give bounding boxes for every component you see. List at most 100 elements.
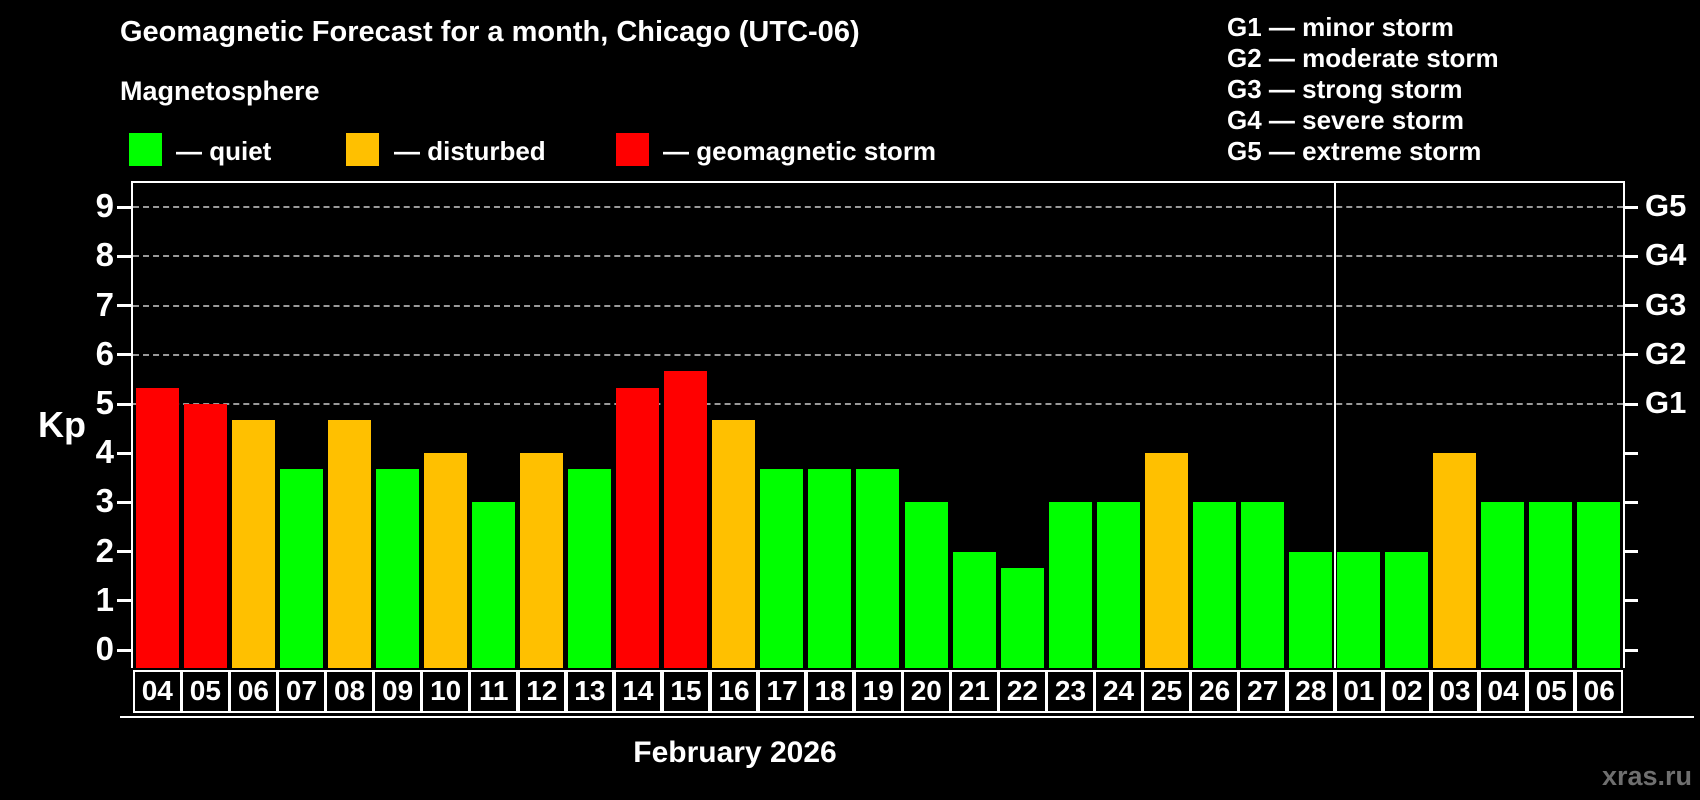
kp-bar <box>1240 502 1284 668</box>
kp-bar <box>279 469 323 668</box>
kp-bar <box>1577 502 1621 668</box>
y-axis-tick <box>117 304 132 308</box>
right-axis-g-label: G1 <box>1645 385 1687 420</box>
kp-bar <box>135 387 179 668</box>
g-scale-item: G1 — minor storm <box>1227 12 1454 42</box>
right-axis-tick <box>1623 402 1638 406</box>
day-label-box: 07 <box>277 670 326 713</box>
kp-bar <box>327 420 371 668</box>
kp-bar <box>952 551 996 668</box>
kp-bar <box>1289 551 1333 668</box>
day-label-box: 10 <box>421 670 470 713</box>
legend-swatch-quiet <box>129 133 162 166</box>
y-axis-tick <box>117 451 132 455</box>
kp-bar <box>712 420 756 668</box>
kp-bar <box>183 404 227 668</box>
right-axis-g-label: G2 <box>1645 335 1687 371</box>
y-axis-tick-label: 3 <box>95 482 114 520</box>
y-axis-tick-label: 7 <box>95 285 114 323</box>
y-axis-tick-label: 2 <box>95 531 114 569</box>
y-axis-tick <box>117 353 132 357</box>
day-label-box: 06 <box>1574 670 1624 713</box>
day-label-box: 12 <box>517 670 567 713</box>
day-label-box: 28 <box>1286 670 1336 713</box>
g-scale-item: G4 — severe storm <box>1227 105 1465 135</box>
legend-swatch-storm <box>616 133 649 166</box>
kp-bar <box>1529 502 1573 668</box>
bottom-axis-line <box>120 716 1694 718</box>
y-axis-title: Kp <box>38 404 86 445</box>
day-label-box: 01 <box>1334 670 1384 713</box>
g-scale-item: G3 — strong storm <box>1227 74 1463 104</box>
magnetosphere-subtitle: Magnetosphere <box>120 76 320 106</box>
y-axis-tick-label: 4 <box>95 433 114 471</box>
right-axis-tick <box>1623 648 1638 652</box>
day-label-box: 23 <box>1046 670 1095 713</box>
kp-bar <box>1048 502 1092 668</box>
gridline-kp7 <box>133 304 1623 307</box>
kp-bar <box>1144 453 1188 668</box>
legend-label-quiet: — quiet <box>176 136 272 166</box>
kp-bar <box>1385 551 1429 668</box>
right-axis-tick <box>1623 205 1638 209</box>
right-axis-tick <box>1623 254 1638 258</box>
right-axis-tick <box>1623 353 1638 357</box>
right-axis-tick <box>1623 599 1638 603</box>
day-label-box: 21 <box>950 670 999 713</box>
y-axis-tick <box>117 254 132 258</box>
day-label-box: 22 <box>998 670 1047 713</box>
g-scale-item: G2 — moderate storm <box>1227 43 1499 73</box>
y-axis-tick-label: 8 <box>95 236 114 274</box>
y-axis-tick <box>117 402 132 406</box>
day-label-box: 20 <box>902 670 951 713</box>
kp-bar <box>423 453 467 668</box>
day-label-box: 11 <box>469 670 518 713</box>
day-label-box: 06 <box>229 670 278 713</box>
day-label-box: 03 <box>1430 670 1480 713</box>
day-label-box: 08 <box>325 670 374 713</box>
kp-bar <box>520 453 564 668</box>
watermark: xras.ru <box>1601 761 1692 791</box>
y-axis-tick <box>117 205 132 209</box>
day-label-box: 15 <box>661 670 711 713</box>
right-axis-tick <box>1623 550 1638 554</box>
kp-bar <box>808 469 852 668</box>
kp-bar <box>568 469 612 668</box>
gridline-kp8 <box>133 255 1623 258</box>
kp-bar <box>760 469 804 668</box>
day-label-box: 04 <box>1478 670 1528 713</box>
kp-bar <box>1000 567 1044 668</box>
day-label-box: 25 <box>1142 670 1191 713</box>
kp-bar <box>664 371 708 668</box>
y-axis-tick <box>117 550 132 554</box>
kp-bar <box>1433 453 1477 668</box>
day-label-box: 27 <box>1238 670 1288 713</box>
y-axis-tick <box>117 648 132 652</box>
day-label-box: 14 <box>613 670 663 713</box>
right-axis-tick <box>1623 304 1638 308</box>
g-scale-item: G5 — extreme storm <box>1227 136 1482 166</box>
day-label-box: 05 <box>1526 670 1576 713</box>
right-axis-tick <box>1623 500 1638 504</box>
day-label-box: 02 <box>1382 670 1432 713</box>
kp-bar <box>1192 502 1236 668</box>
g-scale-legend: G1 — minor storm G2 — moderate storm G3 — … <box>1227 12 1499 167</box>
day-label-box: 26 <box>1190 670 1239 713</box>
x-axis-title: February 2026 <box>633 736 837 769</box>
kp-bar <box>1481 502 1525 668</box>
legend-swatch-disturbed <box>346 133 379 166</box>
kp-bar <box>375 469 419 668</box>
chart-plot-area <box>131 181 1625 668</box>
right-axis-g-label: G3 <box>1645 286 1687 322</box>
day-label-box: 24 <box>1094 670 1143 713</box>
legend-label-storm: — geomagnetic storm <box>663 136 937 166</box>
day-label-box: 09 <box>373 670 422 713</box>
month-divider-line <box>1333 183 1336 668</box>
legend-label-disturbed: — disturbed <box>394 136 546 166</box>
kp-bar <box>904 502 948 668</box>
y-axis-tick-label: 0 <box>95 630 114 667</box>
day-label-box: 17 <box>757 670 807 713</box>
day-label-box: 16 <box>709 670 759 713</box>
right-axis-tick <box>1623 451 1638 455</box>
